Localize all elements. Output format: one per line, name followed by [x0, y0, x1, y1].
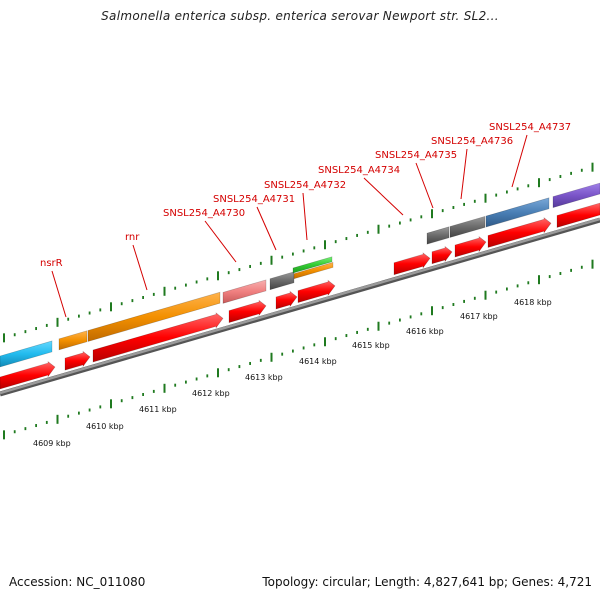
kbp-label-4617: 4617 kbp — [460, 312, 498, 321]
gene-label-a4734: SNSL254_A4734 — [318, 165, 400, 176]
leader-line — [415, 162, 434, 209]
cds-arrow — [64, 350, 91, 371]
feature-block-gray — [269, 271, 295, 291]
feature-block-green — [292, 256, 333, 274]
feature-block-orange-thin — [293, 262, 334, 280]
leader-line — [460, 148, 468, 200]
feature-block-steelblue — [485, 197, 550, 228]
leader-line — [132, 244, 148, 291]
feature-block-pink — [222, 279, 267, 304]
cds-arrow — [487, 217, 552, 248]
cds-arrow — [431, 245, 453, 265]
leader-line — [363, 177, 404, 216]
gene-label-rnr: rnr — [125, 232, 140, 243]
cds-arrow — [275, 290, 298, 310]
feature-block-purple — [552, 182, 600, 209]
cds-arrow — [556, 202, 600, 228]
kbp-label-4618: 4618 kbp — [514, 298, 552, 307]
accession-text: Accession: NC_011080 — [9, 575, 146, 589]
feature-block-gray-2 — [426, 226, 450, 245]
kbp-label-4612: 4612 kbp — [192, 389, 230, 398]
leader-line — [511, 134, 528, 188]
kbp-label-4616: 4616 kbp — [406, 327, 444, 336]
cds-arrow — [454, 235, 487, 258]
kbp-label-4611: 4611 kbp — [139, 405, 177, 414]
cds-arrow — [393, 252, 431, 276]
kbp-label-4609: 4609 kbp — [33, 439, 71, 448]
gene-label-a4731: SNSL254_A4731 — [213, 194, 295, 205]
gene-label-a4737: SNSL254_A4737 — [489, 122, 571, 133]
topology-text: Topology: circular; Length: 4,827,641 bp… — [262, 575, 592, 589]
kbp-label-4610: 4610 kbp — [86, 422, 124, 431]
feature-block-orange — [58, 330, 88, 351]
leader-line — [204, 220, 237, 263]
gene-label-a4732: SNSL254_A4732 — [264, 180, 346, 191]
map-title: Salmonella enterica subsp. enterica sero… — [101, 9, 499, 23]
cds-arrow — [228, 299, 267, 323]
kbp-label-4614: 4614 kbp — [299, 357, 337, 366]
gene-label-nsrR: nsrR — [40, 258, 63, 269]
gene-label-a4735: SNSL254_A4735 — [375, 150, 457, 161]
feature-block-cyan — [0, 340, 53, 368]
gene-label-a4730: SNSL254_A4730 — [163, 208, 245, 219]
leader-line — [256, 206, 277, 251]
leader-line — [302, 192, 308, 241]
leader-line — [51, 270, 67, 318]
feature-block-gray-3 — [449, 215, 486, 238]
backbone-line — [0, 217, 600, 395]
gene-label-a4736: SNSL254_A4736 — [431, 136, 513, 147]
feature-block-orange-rnr — [87, 291, 221, 342]
cds-arrow — [0, 360, 56, 390]
kbp-label-4615: 4615 kbp — [352, 341, 390, 350]
cds-arrow — [92, 312, 224, 363]
cds-arrow — [297, 279, 336, 303]
kbp-label-4613: 4613 kbp — [245, 373, 283, 382]
